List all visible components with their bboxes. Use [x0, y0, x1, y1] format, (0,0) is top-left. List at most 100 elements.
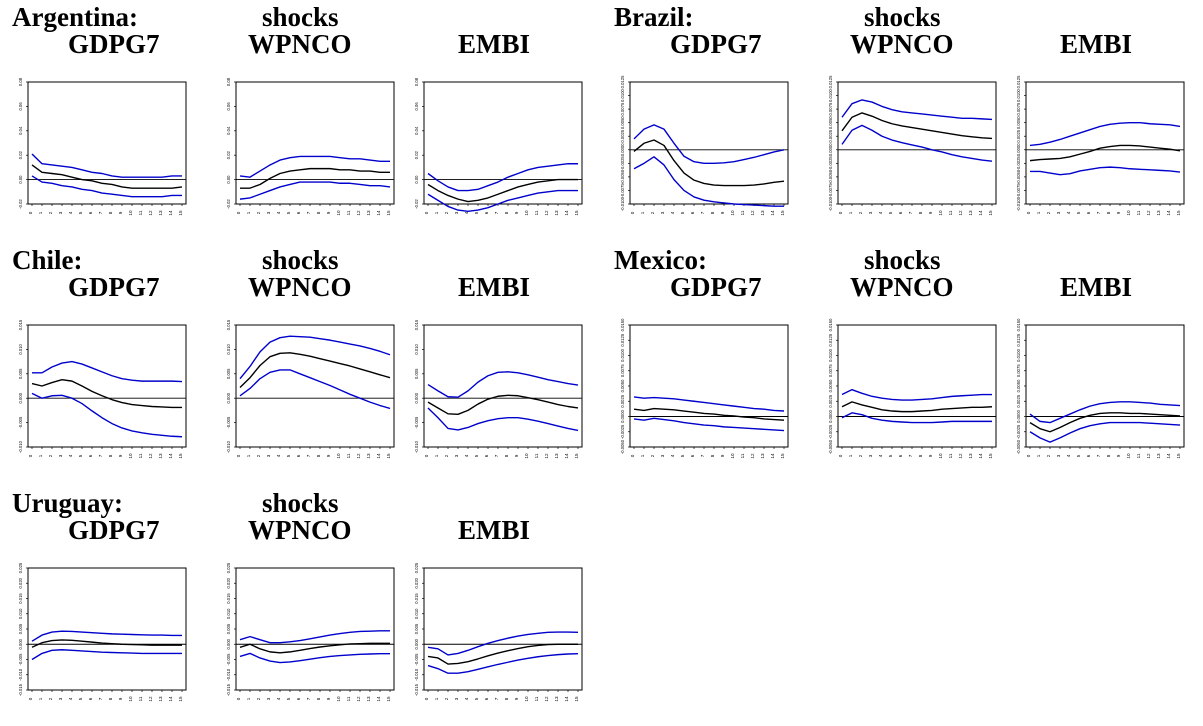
x-tick-label: 14 — [564, 210, 569, 216]
x-tick-label: 10 — [524, 210, 529, 216]
x-tick-label: 0 — [28, 211, 33, 214]
y-tick-label: 0.0150 — [1016, 318, 1021, 331]
x-tick-label: 14 — [1166, 210, 1171, 216]
y-tick-label: 0.0125 — [620, 75, 625, 88]
x-tick-label: 5 — [888, 454, 893, 457]
y-tick-label: 0.020 — [414, 577, 419, 588]
y-tick-label: -0.0100 — [1016, 196, 1021, 211]
x-tick-label: 4 — [276, 211, 281, 214]
x-tick-label: 10 — [128, 453, 133, 459]
y-tick-label: -0.0025 — [828, 424, 833, 439]
irf-point-line — [239, 642, 390, 654]
x-tick-label: 8 — [108, 211, 113, 214]
x-tick-label: 15 — [386, 210, 391, 216]
irf-panel-embi: -0.010-0.0050.0000.0050.0100.0150 1 2 3 4 5 6 7… — [414, 319, 583, 459]
x-tick-label: 15 — [386, 453, 391, 459]
x-tick-label: 0 — [424, 454, 429, 457]
plot-frame — [629, 81, 789, 205]
x-tick-label: 1 — [434, 697, 439, 700]
y-tick-label: -0.015 — [18, 683, 23, 696]
y-tick-label: 0.0050 — [620, 116, 625, 129]
irf-panel-wpnco: -0.0100-0.0075-0.0050-0.00250.00000.0025… — [828, 75, 997, 216]
x-tick-label: 1 — [848, 211, 853, 214]
country-title: Chile: — [12, 245, 83, 275]
y-tick-label: -0.005 — [226, 653, 231, 666]
y-tick-label: 0.000 — [226, 392, 231, 403]
y-tick-label: 0.0025 — [620, 394, 625, 407]
country-block: Argentina: shocks GDPG7 WPNCO EMBI -0.02 0.00 0… — [0, 0, 600, 240]
x-tick-label: 1 — [1036, 454, 1041, 457]
x-tick-label: 14 — [168, 210, 173, 216]
y-tick-label: 0.0100 — [828, 88, 833, 101]
x-tick-label: 13 — [158, 210, 163, 216]
plot-frame — [423, 81, 583, 205]
x-tick-label: 8 — [316, 454, 321, 457]
irf-point-line — [633, 407, 785, 421]
x-tick-label: 10 — [730, 210, 735, 216]
x-tick-label: 9 — [326, 697, 331, 700]
plot-frame — [27, 81, 187, 205]
shocks-label: shocks — [262, 245, 339, 275]
x-tick-label: 15 — [780, 210, 785, 216]
x-tick-label: 12 — [544, 696, 549, 702]
x-tick-label: 3 — [454, 454, 459, 457]
x-tick-label: 9 — [326, 454, 331, 457]
x-tick-label: 10 — [938, 210, 943, 216]
y-tick-label: 0.08 — [18, 77, 23, 86]
x-tick-label: 6 — [690, 211, 695, 214]
x-tick-label: 11 — [948, 453, 953, 458]
x-tick-label: 5 — [1076, 211, 1081, 214]
x-tick-label: 1 — [38, 211, 43, 214]
y-tick-label: 0.0025 — [828, 394, 833, 407]
y-tick-label: -0.015 — [414, 683, 419, 696]
column-header: GDPG7 — [670, 29, 762, 59]
country-title: Argentina: — [12, 2, 138, 32]
irf-panel-wpnco: -0.015 -0.010 -0.005 0.000 0.005 0.010 0.015 0.… — [226, 562, 395, 702]
x-tick-label: 9 — [118, 454, 123, 457]
y-tick-label: 0.0075 — [1016, 102, 1021, 115]
irf-upper-band — [841, 388, 992, 401]
x-tick-label: 10 — [524, 453, 529, 459]
y-tick-label: 0.000 — [414, 638, 419, 649]
x-tick-label: 7 — [908, 211, 913, 214]
irf-panel-embi: -0.015 -0.010 -0.005 0.000 0.005 0.010 0.015 0.… — [414, 562, 583, 702]
x-tick-label: 9 — [514, 211, 519, 214]
irf-upper-band — [841, 99, 993, 121]
x-tick-label: 13 — [158, 696, 163, 702]
irf-upper-band — [32, 360, 183, 383]
x-tick-label: 15 — [988, 210, 993, 216]
plot-frame — [837, 81, 997, 205]
x-tick-label: 11 — [534, 210, 539, 215]
x-tick-label: 1 — [38, 697, 43, 700]
irf-point-line — [427, 178, 578, 203]
x-tick-label: 11 — [346, 453, 351, 458]
y-tick-label: 0.025 — [226, 562, 231, 573]
irf-panel-embi: -0.020.000.020.040.060.080 1 2 3 4 5 6 7 8 9 10 11 1… — [414, 77, 583, 216]
y-tick-label: 0.04 — [226, 126, 231, 135]
x-tick-label: 10 — [938, 453, 943, 459]
y-tick-label: 0.025 — [414, 562, 419, 573]
x-tick-label: 8 — [504, 211, 509, 214]
x-tick-label: 10 — [128, 696, 133, 702]
y-tick-label: 0.0025 — [620, 129, 625, 142]
x-tick-label: 13 — [554, 210, 559, 216]
y-tick-label: 0.08 — [414, 77, 419, 86]
plot-frame — [423, 567, 583, 691]
y-tick-label: 0.02 — [226, 150, 231, 159]
irf-point-line — [427, 643, 578, 665]
x-tick-label: 4 — [68, 697, 73, 700]
x-tick-label: 6 — [1086, 211, 1091, 214]
x-tick-label: 8 — [504, 697, 509, 700]
x-tick-label: 9 — [928, 454, 933, 457]
x-tick-label: 2 — [650, 211, 655, 214]
y-tick-label: 0.000 — [226, 638, 231, 649]
irf-panel-wpnco: -0.020.000.020.040.060.080 1 2 3 4 5 6 7 8 9 10 11 1… — [226, 77, 395, 216]
y-tick-label: 0.0025 — [1016, 394, 1021, 407]
y-tick-label: 0.020 — [226, 577, 231, 588]
irf-upper-band — [427, 631, 579, 656]
x-tick-label: 2 — [256, 697, 261, 700]
irf-point-line — [427, 394, 579, 416]
irf-lower-band — [427, 407, 579, 432]
x-tick-label: 15 — [988, 453, 993, 459]
plot-frame — [235, 81, 395, 205]
